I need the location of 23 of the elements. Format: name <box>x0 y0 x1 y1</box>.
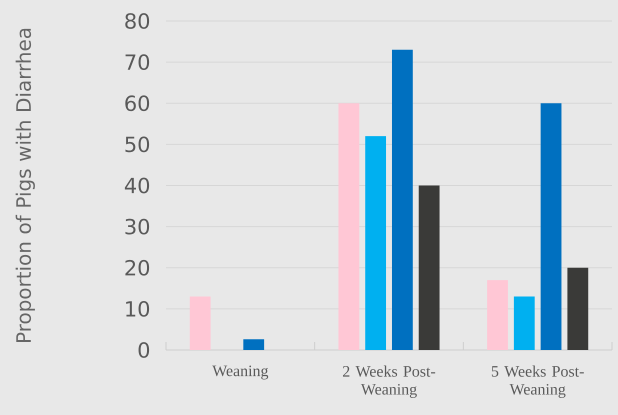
y-tick-label: 20 <box>125 260 150 276</box>
y-tick-label: 0 <box>138 342 150 358</box>
y-tick-label: 70 <box>126 54 150 70</box>
y-tick-label: 50 <box>125 136 150 152</box>
bar <box>338 103 360 350</box>
y-tick-label: 40 <box>124 178 150 194</box>
y-tick-label: 80 <box>125 13 150 29</box>
bar <box>540 103 562 350</box>
bar <box>487 280 508 350</box>
bar <box>365 136 386 350</box>
bar <box>190 296 211 350</box>
bar <box>418 186 440 350</box>
bar <box>243 339 264 350</box>
bar <box>514 296 535 350</box>
y-axis-title: Proportion of Pigs with Diarrhea <box>16 28 35 342</box>
x-tick-label: Weaning <box>212 366 268 380</box>
y-tick-label: 10 <box>126 300 150 317</box>
x-tick-label: 2 Weeks Post-Weaning <box>342 366 436 398</box>
bar <box>392 50 413 350</box>
y-tick-label: 30 <box>125 218 150 235</box>
bar <box>567 268 588 350</box>
x-tick-label: 5 Weeks Post-Weaning <box>492 366 584 398</box>
y-tick-label: 60 <box>125 95 150 112</box>
